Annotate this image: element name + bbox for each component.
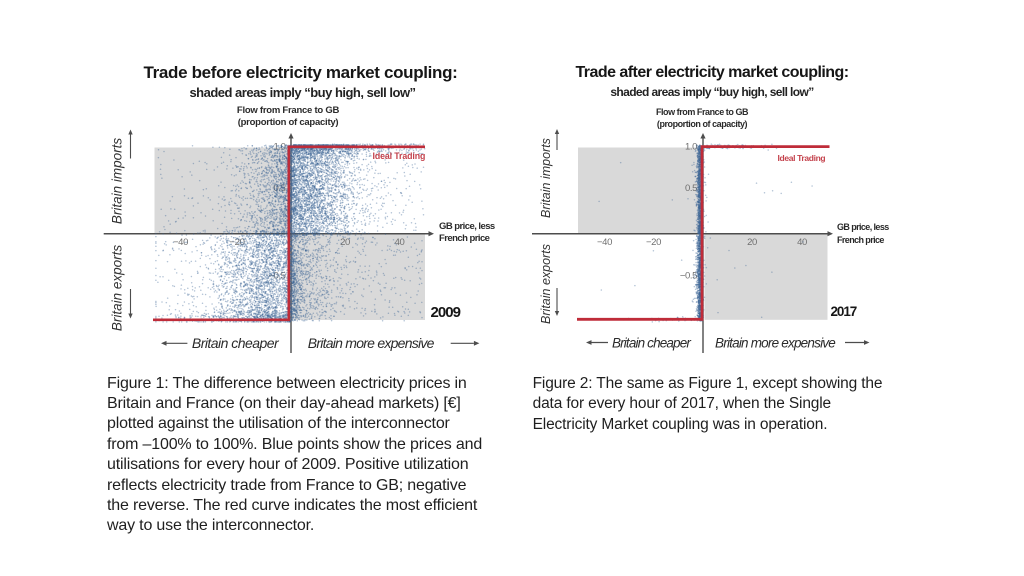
svg-text:−20: −20 <box>230 237 245 248</box>
svg-text:40: 40 <box>395 237 405 248</box>
svg-text:1.0: 1.0 <box>273 142 285 153</box>
svg-text:20: 20 <box>340 237 350 248</box>
svg-text:0.5: 0.5 <box>273 183 285 194</box>
svg-text:−40: −40 <box>173 237 188 248</box>
svg-text:−0.5: −0.5 <box>268 271 285 282</box>
